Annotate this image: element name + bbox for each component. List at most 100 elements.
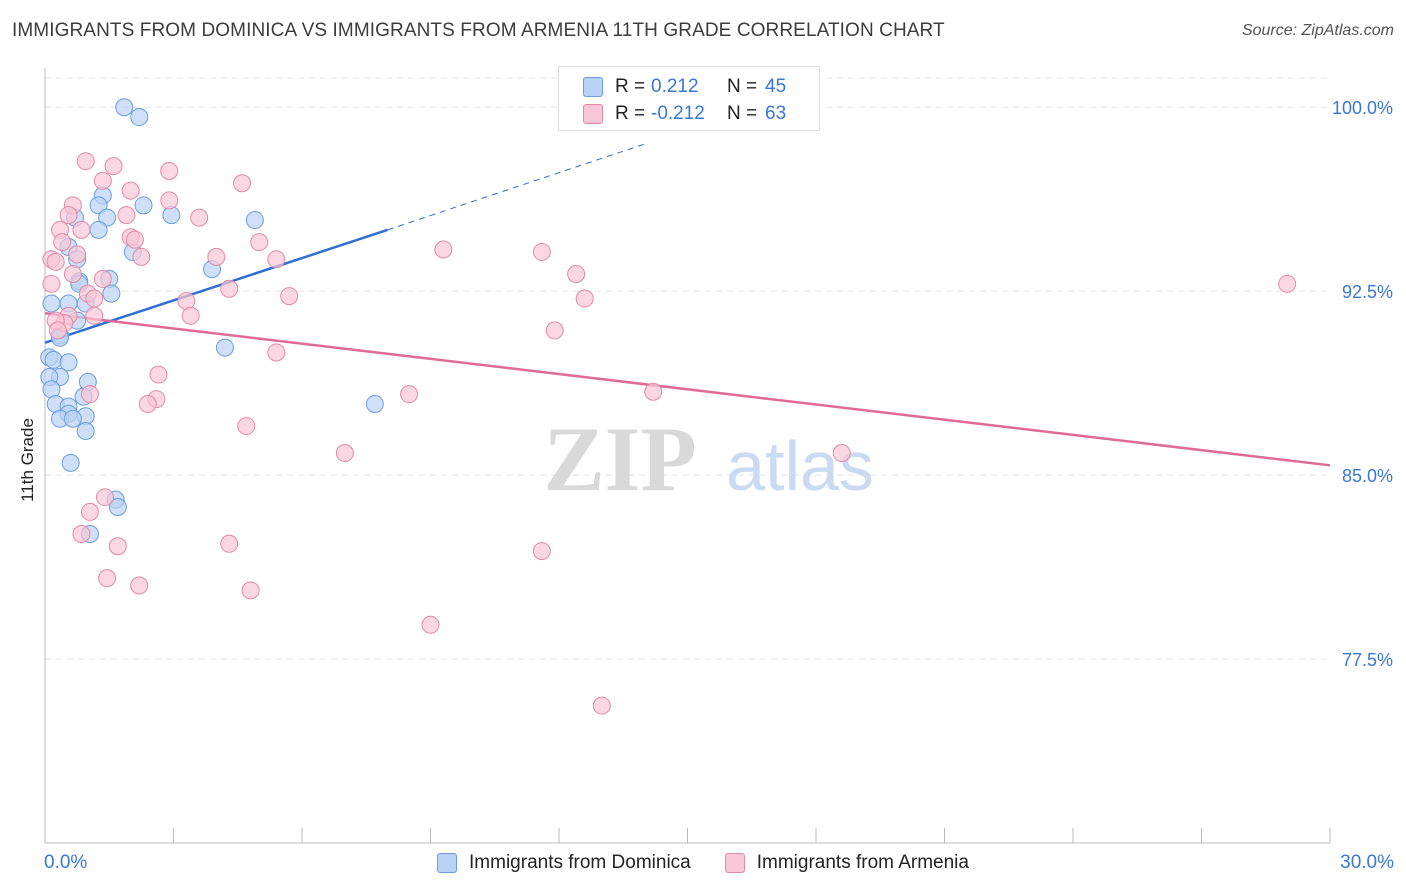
point-dominica	[89, 220, 108, 239]
point-armenia	[149, 365, 168, 384]
legend-label-armenia: Immigrants from Armenia	[756, 852, 969, 873]
point-dominica	[115, 98, 134, 117]
point-armenia	[46, 252, 65, 271]
point-dominica	[215, 338, 234, 357]
point-armenia	[280, 287, 299, 306]
point-dominica	[102, 284, 121, 303]
point-armenia	[93, 269, 112, 288]
point-armenia	[80, 385, 99, 404]
x-tick-label-max: 30.0%	[1340, 852, 1394, 873]
point-armenia	[108, 537, 127, 556]
x-tick-label-min: 0.0%	[44, 852, 88, 873]
point-armenia	[48, 321, 67, 340]
point-armenia	[220, 534, 239, 553]
point-armenia	[42, 274, 61, 293]
legend-r-label: R =	[615, 76, 646, 97]
point-armenia	[72, 524, 91, 543]
watermark-atlas: atlas	[726, 427, 874, 505]
legend-r-value: -0.212	[651, 103, 705, 124]
point-armenia	[130, 576, 149, 595]
point-armenia	[63, 265, 82, 284]
legend-swatch-pink	[583, 104, 603, 124]
y-tick-labels: 77.5% 85.0% 92.5% 100.0%	[1332, 98, 1393, 670]
legend-row-dominica: R = 0.212 N = 45	[583, 75, 786, 99]
trend-lines	[44, 143, 1331, 467]
point-armenia	[138, 394, 157, 413]
point-dominica	[162, 206, 181, 225]
legend-item-armenia: Immigrants from Armenia	[724, 852, 969, 874]
legend-item-dominica: Immigrants from Dominica	[437, 852, 691, 874]
series-legend: Immigrants from Dominica Immigrants from…	[0, 852, 1406, 874]
point-armenia	[68, 245, 87, 264]
point-armenia	[434, 240, 453, 259]
point-dominica	[134, 196, 153, 215]
point-dominica	[76, 421, 95, 440]
point-armenia	[53, 233, 72, 252]
point-armenia	[121, 181, 140, 200]
data-points	[40, 98, 1297, 715]
gridlines	[45, 77, 1330, 660]
legend-r-label: R =	[615, 103, 646, 124]
point-armenia	[98, 569, 117, 588]
y-tick-label: 85.0%	[1342, 466, 1393, 486]
point-armenia	[335, 444, 354, 463]
axes	[44, 68, 1331, 844]
y-tick-label: 92.5%	[1342, 282, 1393, 302]
point-armenia	[832, 444, 851, 463]
point-armenia	[532, 542, 551, 561]
legend-n-label: N =	[727, 103, 758, 124]
correlation-legend: R = 0.212 N = 45 R = -0.212 N = 63	[558, 66, 820, 131]
trend-line-armenia	[44, 312, 1331, 467]
point-armenia	[59, 206, 78, 225]
point-armenia	[1278, 274, 1297, 293]
legend-label-dominica: Immigrants from Dominica	[469, 852, 691, 873]
point-armenia	[181, 306, 200, 325]
point-dominica	[42, 294, 61, 313]
point-armenia	[85, 289, 104, 308]
legend-swatch-pink	[724, 853, 745, 873]
point-armenia	[190, 208, 209, 227]
point-armenia	[104, 157, 123, 176]
legend-row-armenia: R = -0.212 N = 63	[583, 102, 786, 126]
watermark-zip: ZIP	[543, 408, 696, 510]
legend-n-value: 45	[765, 76, 787, 97]
point-armenia	[592, 696, 611, 715]
point-armenia	[267, 343, 286, 362]
trend-line-dominica	[44, 228, 389, 344]
legend-n-label: N =	[727, 76, 758, 97]
point-armenia	[72, 220, 91, 239]
point-armenia	[241, 581, 260, 600]
point-dominica	[89, 196, 108, 215]
point-dominica	[98, 208, 117, 227]
point-armenia	[532, 242, 551, 261]
y-tick-label: 77.5%	[1342, 650, 1393, 670]
point-armenia	[220, 279, 239, 298]
point-armenia	[207, 247, 226, 266]
y-tick-label: 100.0%	[1332, 98, 1393, 118]
point-armenia	[76, 152, 95, 171]
legend-swatch-blue	[583, 77, 603, 97]
point-armenia	[132, 247, 151, 266]
point-armenia	[237, 417, 256, 436]
legend-n-value: 63	[765, 103, 787, 124]
point-dominica	[108, 498, 127, 517]
point-dominica	[61, 453, 80, 472]
chart-title: IMMIGRANTS FROM DOMINICA VS IMMIGRANTS F…	[12, 20, 945, 41]
point-dominica	[44, 350, 63, 369]
legend-swatch-blue	[437, 853, 458, 873]
point-armenia	[93, 171, 112, 190]
point-armenia	[267, 250, 286, 269]
point-armenia	[80, 502, 99, 521]
point-armenia	[160, 191, 179, 210]
point-armenia	[644, 382, 663, 401]
point-dominica	[245, 211, 264, 230]
point-armenia	[545, 321, 564, 340]
point-armenia	[95, 488, 114, 507]
point-dominica	[365, 394, 384, 413]
point-dominica	[63, 409, 82, 428]
point-armenia	[85, 306, 104, 325]
point-armenia	[567, 265, 586, 284]
point-armenia	[250, 233, 269, 252]
point-armenia	[400, 385, 419, 404]
